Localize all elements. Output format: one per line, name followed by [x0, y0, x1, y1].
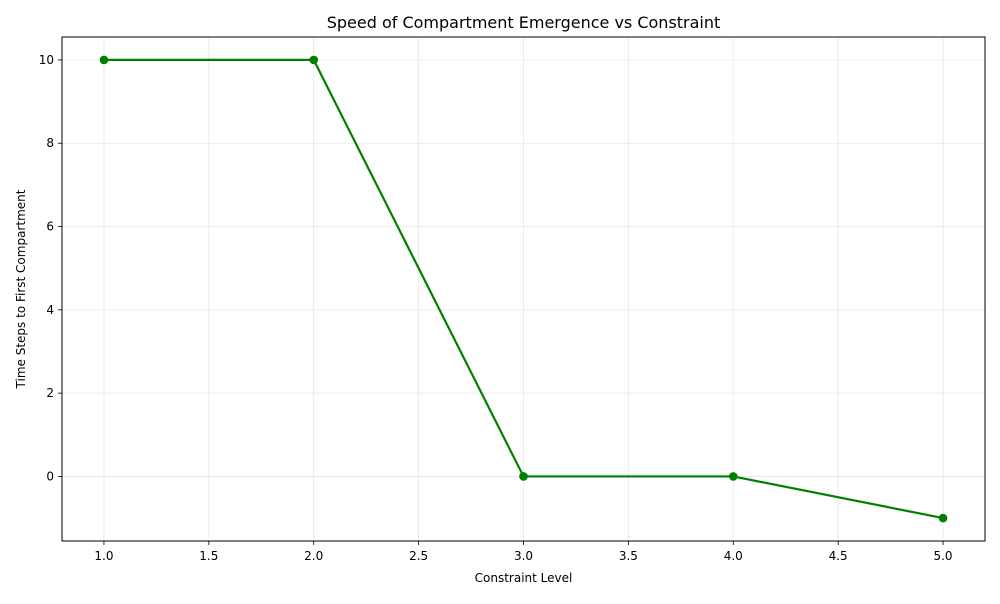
y-tick-label: 10	[39, 53, 54, 67]
grid-lines	[62, 37, 985, 541]
chart-title: Speed of Compartment Emergence vs Constr…	[327, 13, 721, 32]
data-point	[309, 55, 319, 65]
y-tick-label: 4	[46, 303, 54, 317]
x-tick-label: 3.5	[619, 549, 638, 563]
x-tick-label: 5.0	[933, 549, 952, 563]
y-tick-label: 8	[46, 136, 54, 150]
x-tick-label: 2.5	[409, 549, 428, 563]
series-layer	[99, 55, 948, 523]
y-tick-label: 0	[46, 469, 54, 483]
y-tick-label: 6	[46, 220, 54, 234]
axis-ticks: 1.0 1.5 2.0 2.5 3.0 3.5 4.0 4.5 5.0 0 2 4 6 8 10	[39, 53, 953, 563]
x-tick-label: 1.5	[199, 549, 218, 563]
x-tick-label: 1.0	[94, 549, 113, 563]
data-point	[519, 472, 528, 481]
y-axis-label: Time Steps to First Compartment	[14, 189, 28, 389]
data-point	[938, 513, 948, 523]
x-axis-label: Constraint Level	[475, 571, 573, 585]
x-tick-label: 2.0	[304, 549, 323, 563]
x-tick-label: 3.0	[514, 549, 533, 563]
x-tick-label: 4.5	[829, 549, 848, 563]
y-tick-label: 2	[46, 386, 54, 400]
data-point	[99, 55, 109, 65]
x-tick-label: 4.0	[724, 549, 743, 563]
data-point	[728, 472, 738, 481]
